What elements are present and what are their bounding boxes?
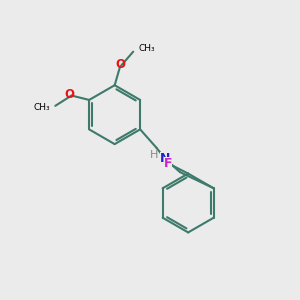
Text: CH₃: CH₃ xyxy=(139,44,155,53)
Text: CH₃: CH₃ xyxy=(33,103,50,112)
Text: N: N xyxy=(160,152,170,165)
Text: O: O xyxy=(64,88,74,101)
Text: H: H xyxy=(150,150,158,160)
Text: F: F xyxy=(164,157,172,170)
Text: O: O xyxy=(115,58,125,71)
